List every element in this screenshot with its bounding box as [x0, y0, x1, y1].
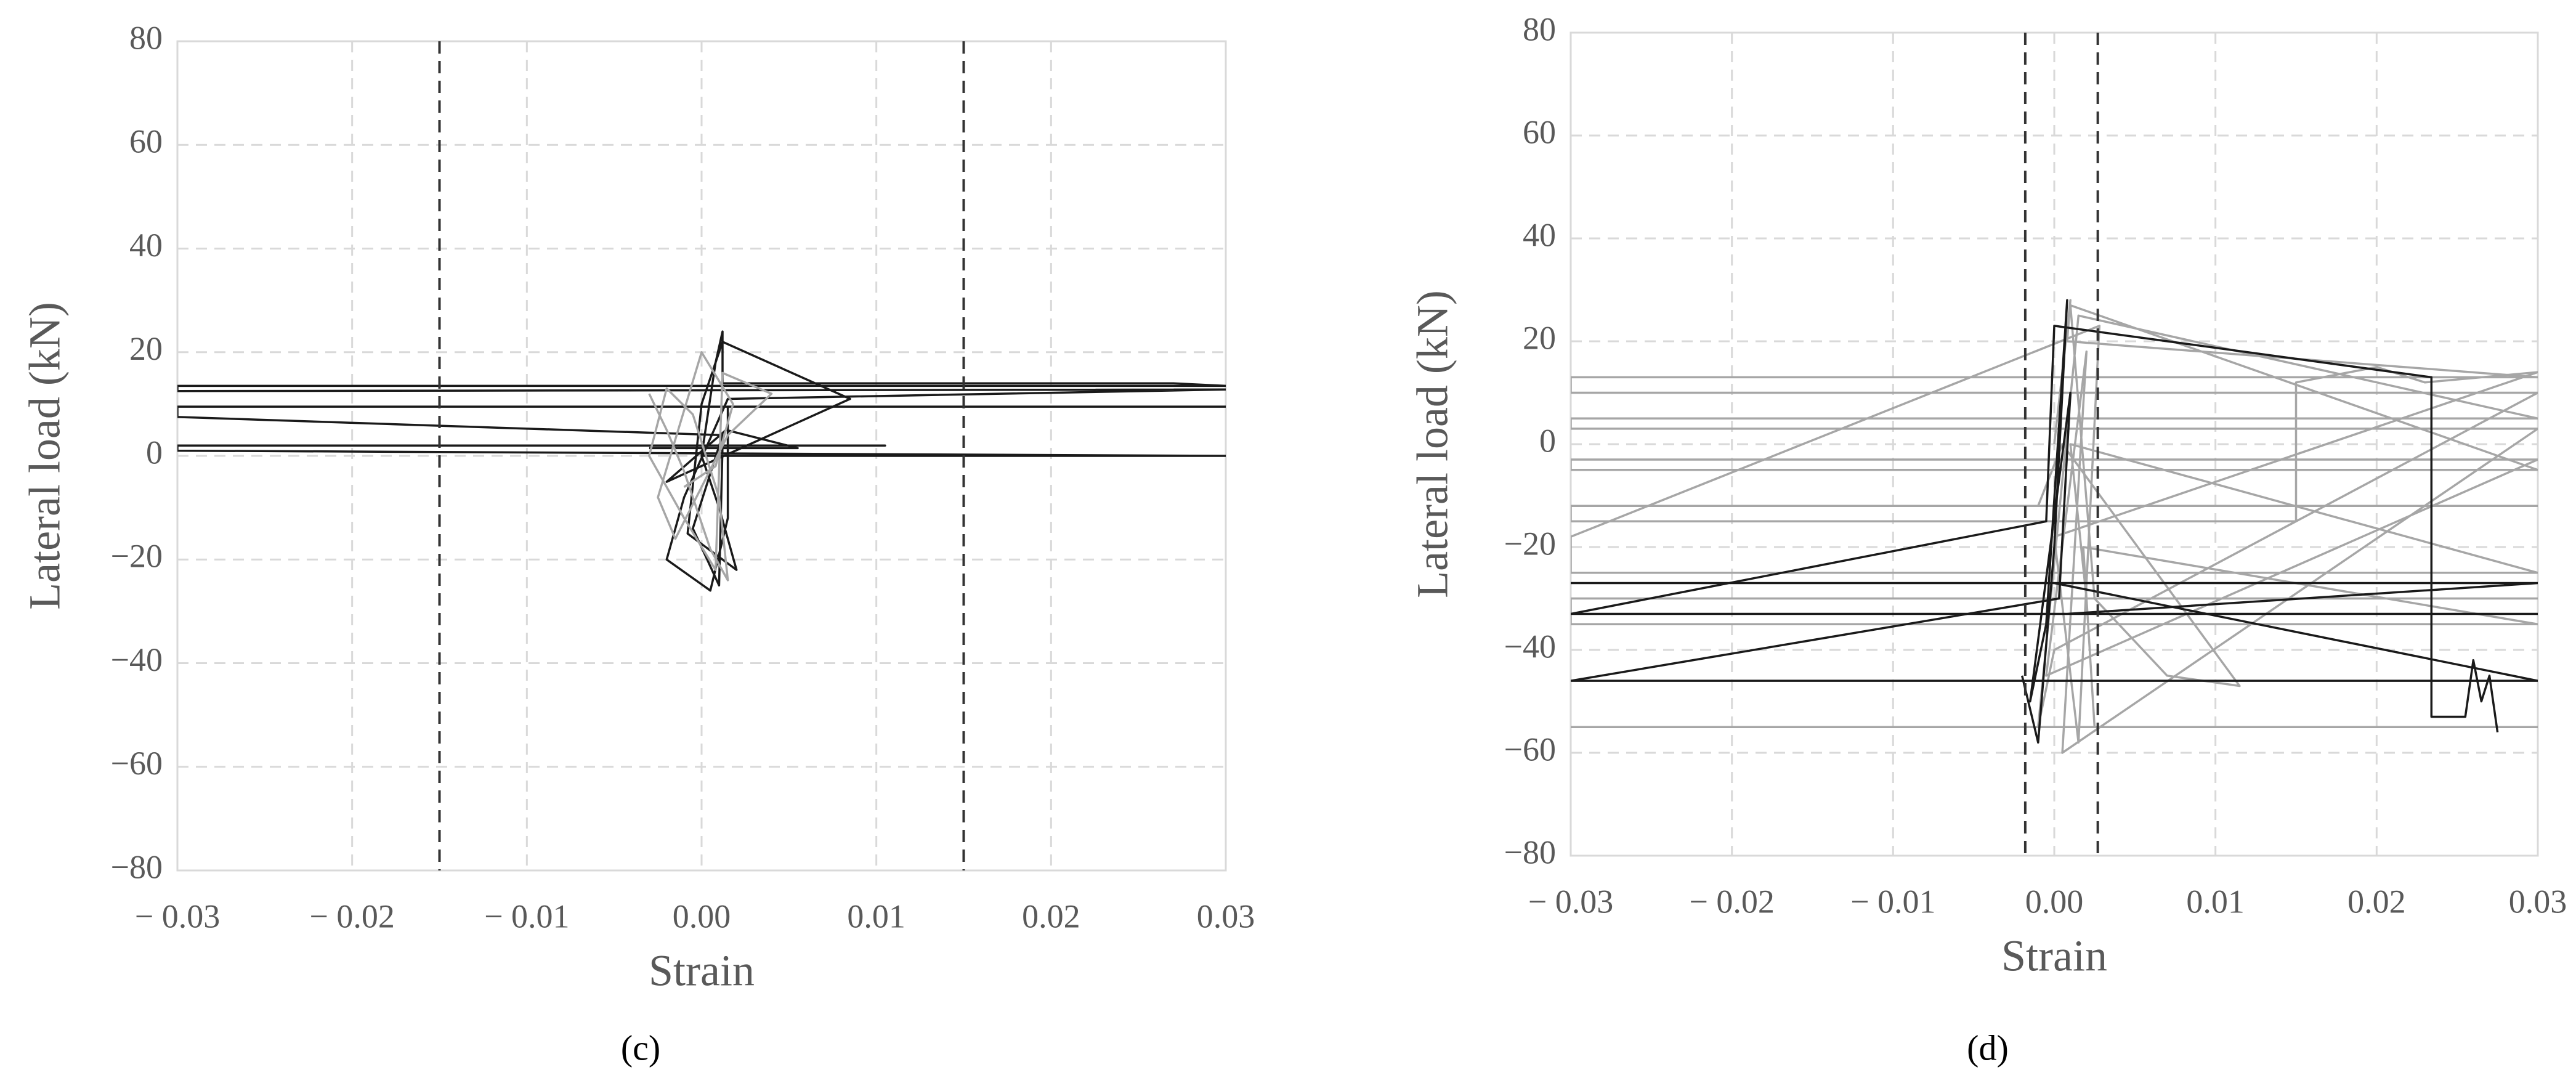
- y-tick-label: 80: [1523, 10, 1556, 47]
- y-tick-label: −60: [111, 745, 163, 782]
- x-tick-label: − 0.03: [135, 898, 220, 935]
- plot-area: [177, 330, 1226, 592]
- load-strain-curve: [177, 330, 1226, 592]
- panel-label: (c): [621, 1028, 660, 1068]
- x-tick-label: 0.03: [1197, 898, 1255, 935]
- y-tick-label: 60: [1523, 113, 1556, 150]
- y-tick-label: 20: [1523, 319, 1556, 356]
- plot-area: [1571, 299, 2538, 754]
- y-tick-label: −80: [1504, 833, 1556, 870]
- y-tick-label: −40: [1504, 628, 1556, 665]
- x-tick-label: 0.01: [847, 898, 905, 935]
- y-tick-label: 60: [129, 123, 163, 160]
- x-tick-label: 0.01: [2186, 883, 2245, 920]
- y-tick-label: 80: [129, 19, 163, 56]
- x-tick-label: − 0.01: [1850, 883, 1935, 920]
- y-tick-label: 20: [129, 330, 163, 367]
- x-tick-label: 0.00: [2025, 883, 2084, 920]
- y-tick-label: 0: [1539, 422, 1556, 459]
- load-strain-curve: [1571, 299, 2538, 744]
- x-tick-label: − 0.01: [484, 898, 569, 935]
- y-tick-label: −20: [1504, 525, 1556, 562]
- x-tick-label: 0.03: [2509, 883, 2567, 920]
- load-strain-curve: [648, 351, 773, 582]
- x-tick-label: 0.02: [2347, 883, 2406, 920]
- plot-frame: [1569, 31, 2539, 857]
- x-tick-label: − 0.02: [1689, 883, 1774, 920]
- x-tick-label: 0.00: [673, 898, 731, 935]
- x-axis-title: Strain: [2001, 931, 2107, 981]
- y-tick-label: 40: [129, 227, 163, 264]
- y-axis-title: Lateral load (kN): [1408, 290, 1457, 598]
- y-tick-label: −60: [1504, 731, 1556, 768]
- x-tick-label: − 0.03: [1528, 883, 1613, 920]
- y-tick-label: 0: [146, 434, 163, 471]
- x-tick-label: − 0.02: [309, 898, 394, 935]
- y-tick-label: −20: [111, 538, 163, 575]
- panel-label: (d): [1967, 1028, 2009, 1068]
- x-axis-title: Strain: [649, 946, 755, 996]
- y-axis-title: Lateral load (kN): [20, 302, 70, 610]
- y-tick-label: −80: [111, 848, 163, 885]
- y-tick-label: 40: [1523, 216, 1556, 253]
- x-tick-label: 0.02: [1022, 898, 1080, 935]
- y-tick-label: −40: [111, 641, 163, 678]
